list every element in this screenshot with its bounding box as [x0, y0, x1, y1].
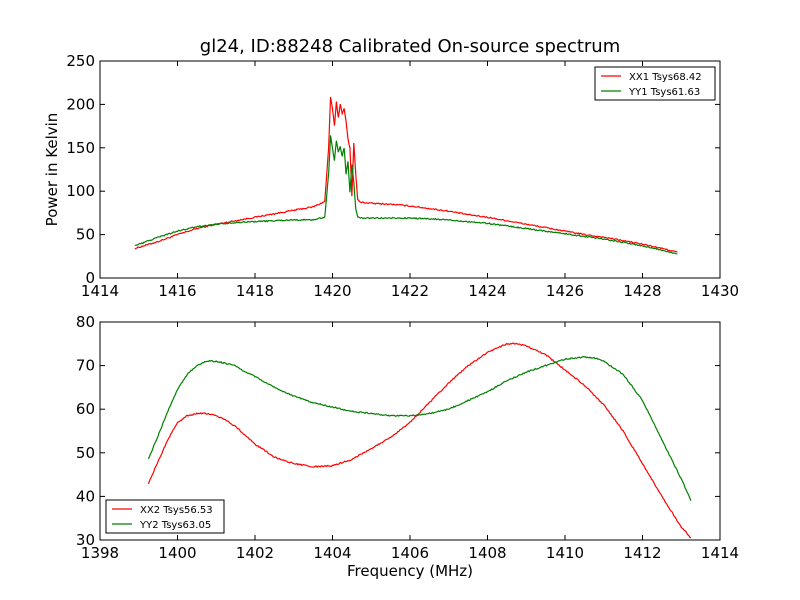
legend-label: YY2 Tsys63.05 [139, 520, 211, 531]
bottom-chart: 1398 1400 1402 1404 1406 1408 1410 1412 1414 30 40… [76, 313, 739, 580]
y-tick-label: 60 [76, 400, 95, 418]
x-tick-label: 1406 [391, 544, 429, 562]
x-tick-label: 1426 [546, 282, 584, 300]
x-tick-label: 1398 [81, 544, 119, 562]
series-line-1 [134, 96, 678, 253]
y-tick-label: 50 [76, 226, 95, 244]
x-tick-label: 1410 [546, 544, 584, 562]
x-tick-label: 1408 [468, 544, 506, 562]
x-tick-label: 1402 [236, 544, 274, 562]
legend-box [105, 499, 225, 534]
x-tick-label: 1414 [81, 282, 119, 300]
x-axis-label: Frequency (MHz) [347, 562, 473, 580]
y-tick-label: 100 [66, 182, 95, 200]
x-tick-label: 1424 [468, 282, 506, 300]
legend: XX2 Tsys56.53 YY2 Tsys63.05 [105, 499, 225, 534]
legend-label: XX1 Tsys68.42 [629, 72, 702, 83]
legend-label: XX2 Tsys56.53 [140, 505, 213, 516]
y-tick-label: 50 [76, 444, 95, 462]
y-tick-label: 80 [76, 313, 95, 331]
x-tick-label: 1412 [623, 544, 661, 562]
series-line-2 [134, 135, 678, 255]
y-tick-label: 40 [76, 487, 95, 505]
x-tick-label: 1414 [701, 544, 739, 562]
y-tick-label: 250 [66, 52, 95, 70]
legend: XX1 Tsys68.42 YY1 Tsys61.63 [594, 66, 716, 101]
x-tick-label: 1422 [391, 282, 429, 300]
x-tick-label: 1430 [701, 282, 739, 300]
y-tick-label: 150 [66, 139, 95, 157]
legend-box [594, 66, 716, 101]
top-chart: 1414 1416 1418 1420 1422 1424 1426 1428 1430 0 50 1… [43, 52, 739, 300]
y-tick-label: 30 [76, 531, 95, 549]
y-axis-label: Power in Kelvin [43, 113, 61, 227]
x-tick-label: 1400 [158, 544, 196, 562]
legend-label: YY1 Tsys61.63 [628, 87, 700, 98]
y-tick-label: 200 [66, 95, 95, 113]
x-tick-label: 1428 [623, 282, 661, 300]
chart-title: gl24, ID:88248 Calibrated On-source spec… [200, 36, 620, 57]
y-tick-label: 0 [85, 269, 95, 287]
x-tick-label: 1404 [313, 544, 351, 562]
series-line-2 [147, 356, 692, 501]
x-tick-label: 1420 [313, 282, 351, 300]
y-tick-label: 70 [76, 357, 95, 375]
series-line-1 [147, 342, 692, 539]
x-tick-label: 1418 [236, 282, 274, 300]
x-tick-label: 1416 [158, 282, 196, 300]
